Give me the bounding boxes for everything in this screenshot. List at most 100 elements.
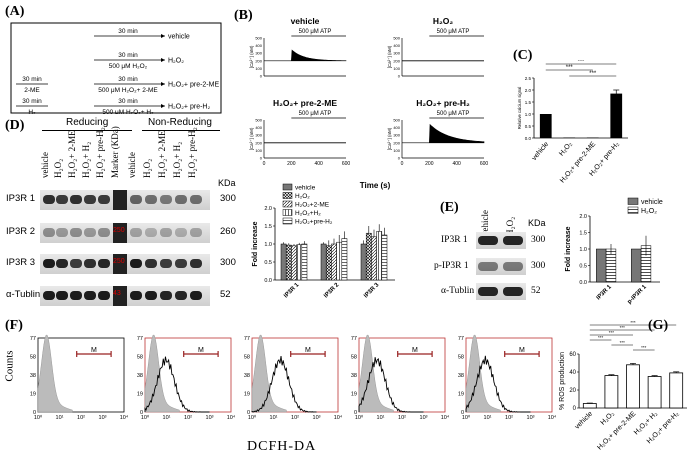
f-ytick: 0 — [461, 410, 464, 416]
a-agent: 500 μM H₂O₂+ 2-ME — [98, 87, 158, 94]
d-row-label: IP3R 1 — [6, 193, 36, 204]
a-time: 30 min — [118, 28, 138, 35]
c-category-label: vehicle — [531, 141, 550, 162]
e-legend-label: H₂O₂ — [641, 208, 657, 215]
e-row-label: p-IP3R 1 — [434, 261, 469, 271]
f-xtick: 10¹ — [270, 415, 278, 421]
d-band — [84, 259, 96, 268]
b-xtick: 400 — [452, 161, 461, 167]
f-ytick: 38 — [137, 373, 143, 379]
f-ytick: 19 — [137, 392, 143, 398]
d-legend-swatch — [282, 192, 293, 199]
f-ytick: 58 — [351, 355, 357, 361]
e-legend-swatch — [627, 206, 639, 214]
e-chart-bar — [631, 248, 642, 283]
d-marker-label: 250 — [113, 258, 125, 265]
nonreducing-underline — [142, 130, 220, 131]
b-ytick: 300 — [393, 51, 400, 56]
b-xtick: 200 — [425, 161, 434, 167]
f-ytick: 38 — [244, 373, 250, 379]
d-band — [130, 259, 142, 268]
g-bar — [669, 372, 684, 409]
f-xtick: 10⁰ — [355, 414, 364, 421]
y-tick-label: 2.0 — [525, 88, 532, 93]
y-tick-label: 1.5 — [525, 100, 532, 105]
d-chart-bar — [371, 236, 377, 281]
f-ytick: 38 — [458, 373, 464, 379]
d-row-label: IP3R 3 — [6, 257, 36, 268]
g-bar — [626, 364, 640, 409]
d-band — [84, 195, 96, 204]
panel-c-letter: (C) — [513, 48, 533, 63]
f-xtick: 10² — [398, 415, 406, 421]
e-band — [503, 236, 523, 245]
e-chart-bar — [596, 248, 607, 283]
a-pre-agent: 2-ME — [24, 87, 40, 94]
f-control-histogram — [144, 334, 180, 413]
panel-g-chart: 0 20 40 60% ROS production vehicle H₂O₂H₂O₂+ … — [559, 320, 687, 452]
e-band — [503, 287, 523, 296]
d-chart-bar — [285, 244, 292, 281]
b-ytick: 0 — [398, 156, 401, 161]
b-ytick: 200 — [393, 140, 400, 145]
f-ytick: 0 — [354, 410, 357, 416]
g-sig-label: *** — [620, 325, 626, 330]
b-ylabel: [Ca²⁺] (nM) — [249, 45, 254, 68]
f-xtick: 10² — [291, 415, 299, 421]
g-category-label: H₂O₂+ pre-2-ME — [596, 410, 637, 451]
d-row-kda: 300 — [220, 257, 236, 268]
d-chart-bar — [336, 241, 343, 281]
b-ytick: 100 — [255, 148, 262, 153]
e-band — [503, 262, 523, 271]
d-band — [130, 228, 142, 237]
b-trace-title: H₂O₂+ pre-H₂ — [416, 98, 470, 108]
d-chart-category: IP3R 3 — [363, 282, 381, 300]
d-chart-bar — [381, 234, 388, 281]
d-band — [84, 228, 96, 237]
panel-c-chart: 0.0 0.5 1.0 1.5 2.0 2.5 Relative calcium signa… — [517, 60, 628, 184]
f-ytick: 19 — [30, 392, 36, 398]
d-band — [190, 259, 202, 268]
d-chart-bar — [331, 243, 337, 281]
panel-a-schematic: 30 min vehicle 30 min 500 μM H₂O₂ H₂O₂ 30 min… — [10, 22, 222, 114]
d-chart-bar — [320, 243, 327, 281]
a-arrowhead — [161, 58, 165, 62]
e-row-label: IP3R 1 — [441, 235, 468, 245]
b-ylabel: [Ca²⁺] (nM) — [387, 45, 392, 68]
f-sample-histogram — [251, 355, 317, 413]
f-xtick: 10⁴ — [334, 414, 343, 421]
d-legend-swatch — [282, 200, 293, 208]
g-sig-label: *** — [620, 340, 626, 345]
a-agent: 500 μM H₂O₂+ H₂ — [102, 109, 154, 114]
d-row-kda: 260 — [220, 226, 236, 237]
a-time: 30 min — [118, 76, 138, 83]
d-band — [190, 228, 202, 237]
b-ytick: 100 — [255, 66, 262, 71]
d-chart-category: IP3R 2 — [323, 282, 341, 300]
f-xtick: 10⁴ — [120, 414, 129, 421]
d-legend-label: vehicle — [295, 185, 316, 192]
d-band — [70, 259, 82, 268]
b-ytick: 400 — [393, 43, 400, 48]
e-band — [478, 236, 498, 245]
d-band — [56, 228, 68, 237]
d-band — [43, 259, 55, 268]
d-row-label: α-Tublin — [6, 289, 41, 300]
f-control-histogram — [465, 334, 501, 413]
b-ytick: 0 — [398, 74, 401, 79]
b-ytick: 200 — [255, 140, 262, 145]
panel-e-kda-header: KDa — [528, 218, 546, 228]
d-lane-label: H₂O₂+ pre-H₂ — [187, 127, 197, 178]
b-stim-label: 500 μM ATP — [437, 29, 470, 35]
b-ytick: 200 — [255, 58, 262, 63]
b-ytick: 500 — [255, 36, 262, 41]
g-sig-label: *** — [598, 335, 604, 340]
b-xtick: 600 — [342, 161, 351, 167]
b-ytick: 400 — [255, 43, 262, 48]
f-sample-histogram — [144, 356, 210, 413]
a-arrowhead — [161, 104, 165, 108]
b-stim-label: 500 μM ATP — [299, 29, 332, 35]
d-band — [43, 195, 55, 204]
a-result: H₂O₂ — [168, 58, 184, 65]
